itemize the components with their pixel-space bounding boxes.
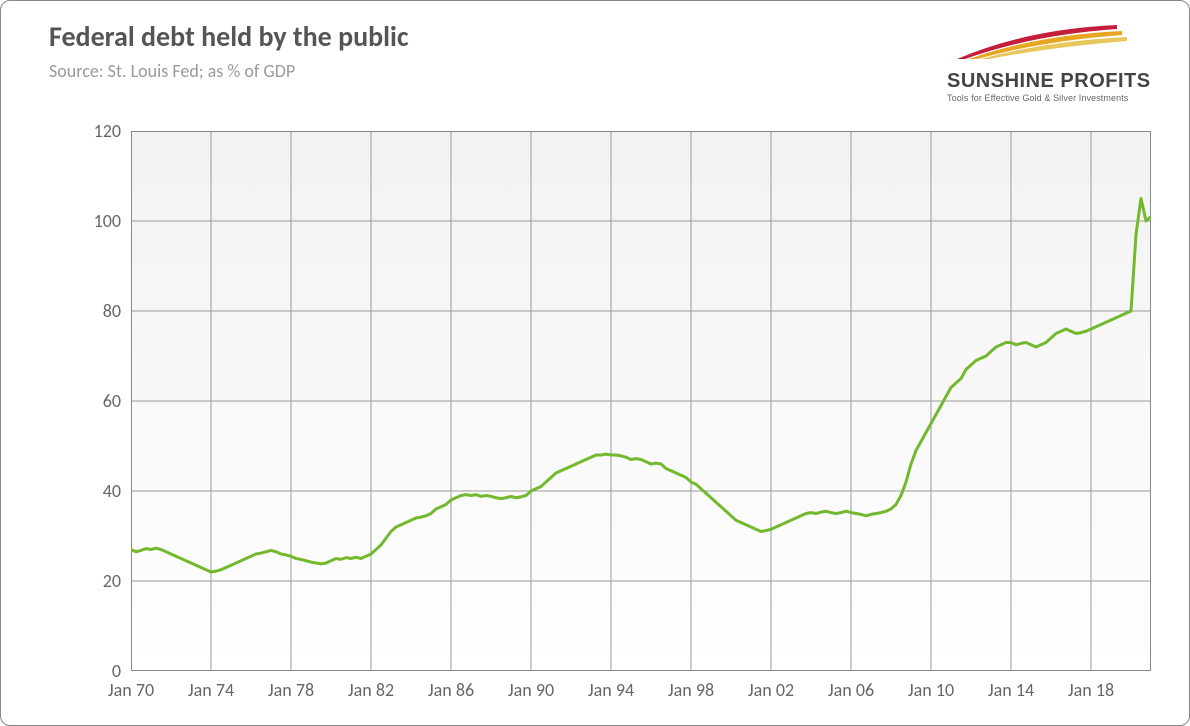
y-tick-label: 40 — [71, 480, 121, 502]
chart-subtitle: Source: St. Louis Fed; as % of GDP — [49, 60, 409, 82]
y-tick-label: 60 — [71, 390, 121, 412]
x-tick-label: Jan 70 — [108, 679, 154, 701]
x-tick-label: Jan 82 — [348, 679, 394, 701]
x-tick-label: Jan 02 — [748, 679, 794, 701]
y-tick-label: 80 — [71, 300, 121, 322]
x-tick-label: Jan 90 — [508, 679, 554, 701]
x-tick-label: Jan 94 — [588, 679, 634, 701]
brand-logo: SUNSHINE PROFITS Tools for Effective Gol… — [947, 21, 1167, 103]
y-tick-label: 120 — [71, 120, 121, 142]
x-tick-label: Jan 06 — [828, 679, 874, 701]
chart-card: Federal debt held by the public Source: … — [0, 0, 1190, 726]
chart-header: Federal debt held by the public Source: … — [49, 19, 409, 82]
x-tick-label: Jan 98 — [668, 679, 714, 701]
y-tick-label: 100 — [71, 210, 121, 232]
plot-area: 020406080100120Jan 70Jan 74Jan 78Jan 82J… — [61, 131, 1161, 701]
x-tick-label: Jan 10 — [908, 679, 954, 701]
chart-title: Federal debt held by the public — [49, 19, 409, 54]
x-tick-label: Jan 78 — [268, 679, 314, 701]
line-chart — [131, 131, 1151, 671]
y-tick-label: 20 — [71, 570, 121, 592]
x-tick-label: Jan 14 — [988, 679, 1034, 701]
logo-tagline: Tools for Effective Gold & Silver Invest… — [947, 93, 1167, 103]
x-tick-label: Jan 18 — [1068, 679, 1114, 701]
logo-name: SUNSHINE PROFITS — [947, 70, 1167, 93]
x-tick-label: Jan 86 — [428, 679, 474, 701]
logo-swoosh-icon — [947, 21, 1167, 63]
x-tick-label: Jan 74 — [188, 679, 234, 701]
